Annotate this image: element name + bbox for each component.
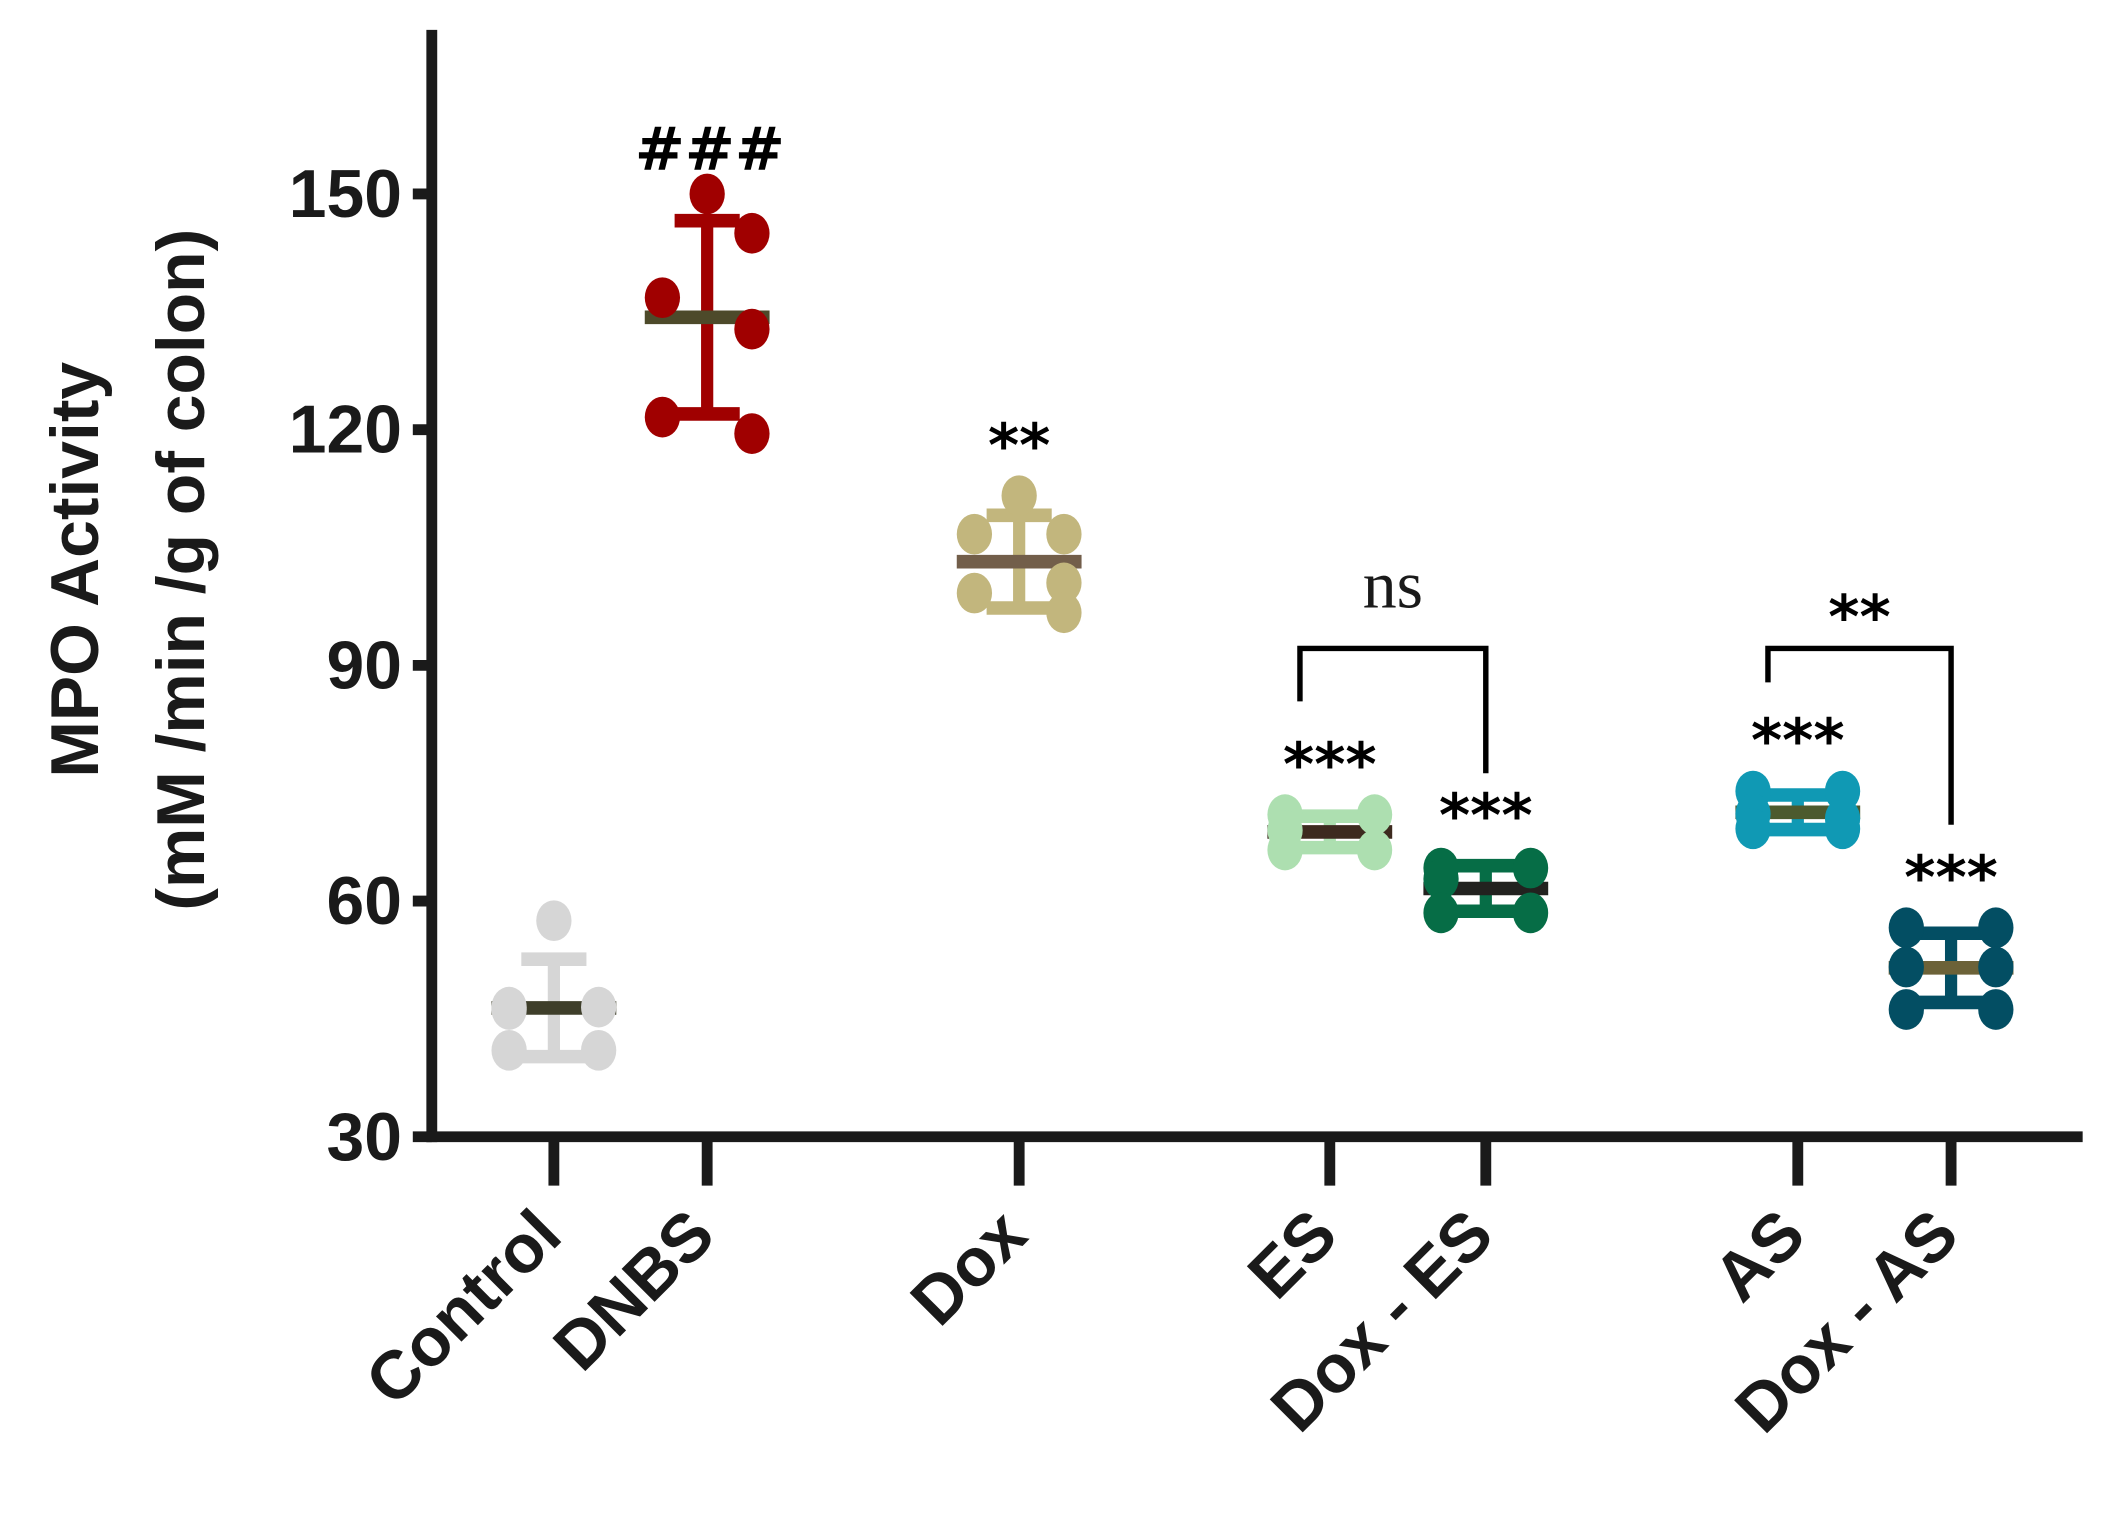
data-point xyxy=(581,1029,617,1071)
x-tick-label: AS xyxy=(1700,1196,1820,1316)
group-control xyxy=(491,900,617,1071)
y-tick-label: 60 xyxy=(327,864,402,939)
x-tick-label: Dox xyxy=(897,1196,1041,1340)
comparison-label: ** xyxy=(1828,584,1890,653)
data-point xyxy=(491,989,527,1030)
data-point xyxy=(1888,989,1924,1030)
significance-label: *** xyxy=(1904,844,1998,913)
data-point xyxy=(1735,808,1771,850)
data-point xyxy=(734,212,770,254)
data-point xyxy=(1824,798,1861,839)
significance-label: *** xyxy=(1751,707,1845,776)
y-tick-label: 30 xyxy=(327,1100,402,1175)
data-point xyxy=(536,900,572,942)
significance-label: ### xyxy=(635,116,785,185)
data-point xyxy=(1888,946,1924,988)
data-point xyxy=(956,572,993,614)
group-dox: ** xyxy=(956,412,1082,634)
data-marks: ###**************ns ** xyxy=(491,116,2014,1071)
data-point xyxy=(1512,847,1549,889)
data-point xyxy=(1001,475,1037,517)
data-point xyxy=(1267,829,1303,871)
y-tick-label: 90 xyxy=(327,628,402,703)
data-point xyxy=(644,277,681,319)
comparison-label: ns xyxy=(1363,548,1423,623)
group-es: *** xyxy=(1267,731,1393,871)
x-tick-label: DNBS xyxy=(540,1196,729,1385)
data-point xyxy=(1978,907,2014,949)
data-point xyxy=(1512,892,1549,934)
y-axis-label-line1: MPO Activity xyxy=(38,362,113,778)
y-axis-label-line2: (mM /min /g of colon) xyxy=(144,229,219,911)
data-point xyxy=(1888,907,1924,949)
x-tick-label: ES xyxy=(1234,1196,1351,1313)
y-tick-label: 150 xyxy=(289,157,402,232)
data-point xyxy=(1046,513,1082,555)
group-dox-as: *** xyxy=(1888,844,2014,1030)
data-point xyxy=(1356,794,1393,835)
data-point xyxy=(734,413,770,454)
data-point xyxy=(734,308,770,350)
data-point xyxy=(956,513,993,555)
data-point xyxy=(1046,562,1082,604)
group-as: *** xyxy=(1735,707,1861,850)
y-axis-label: MPO Activity (mM /min /g of colon) xyxy=(38,229,219,911)
data-point xyxy=(1423,892,1459,934)
data-point xyxy=(1978,989,2014,1030)
significance-label: *** xyxy=(1439,782,1533,851)
data-point xyxy=(644,396,681,438)
significance-label: ** xyxy=(988,412,1050,481)
comparison-bracket xyxy=(1297,645,1489,774)
data-point xyxy=(1356,829,1393,871)
data-point xyxy=(1423,858,1459,900)
y-tick-label: 120 xyxy=(289,393,402,468)
group-dnbs: ### xyxy=(635,116,785,454)
x-tick-label: Control xyxy=(352,1196,575,1419)
data-point xyxy=(689,173,725,215)
data-point xyxy=(1978,946,2014,988)
data-point xyxy=(491,1029,527,1071)
group-dox-es: *** xyxy=(1423,782,1549,934)
significance-label: *** xyxy=(1283,731,1377,800)
data-point xyxy=(581,986,617,1028)
comparison-bracket xyxy=(1765,645,1954,825)
data-point xyxy=(1046,592,1082,634)
